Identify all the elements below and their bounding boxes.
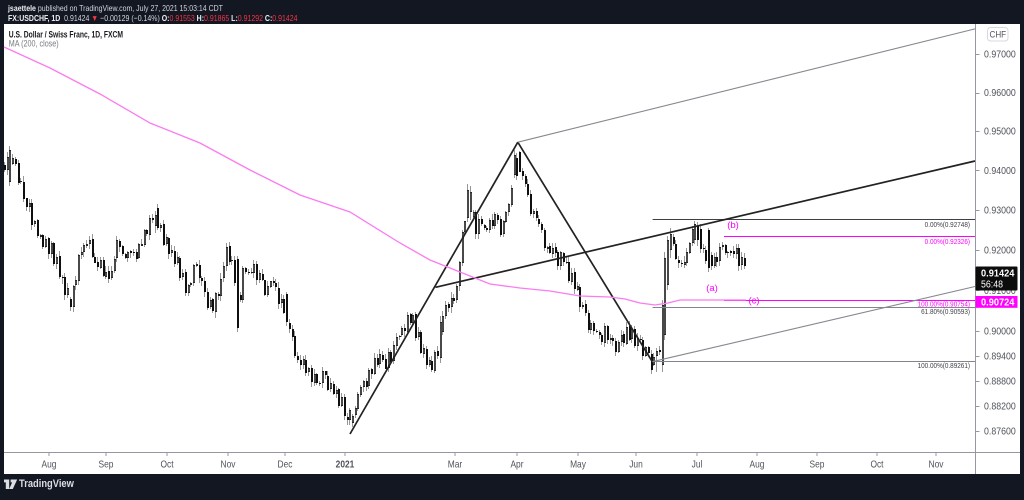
svg-text:(b): (b): [727, 220, 739, 231]
svg-text:Mar: Mar: [448, 459, 462, 470]
svg-text:2021: 2021: [336, 459, 355, 470]
svg-text:0.93000: 0.93000: [984, 204, 1016, 216]
svg-text:0.00%(0.92326): 0.00%(0.92326): [925, 239, 970, 247]
svg-text:100.00%(0.89261): 100.00%(0.89261): [918, 363, 970, 371]
svg-text:0.00%(0.92748): 0.00%(0.92748): [925, 222, 970, 230]
svg-text:Aug: Aug: [42, 459, 57, 470]
svg-text:0.94000: 0.94000: [984, 164, 1016, 176]
svg-text:May: May: [570, 459, 586, 470]
svg-text:61.80%(0.90593): 61.80%(0.90593): [921, 309, 970, 317]
svg-text:(c): (c): [748, 296, 759, 307]
svg-text:0.88200: 0.88200: [984, 400, 1016, 412]
svg-text:0.92000: 0.92000: [984, 244, 1016, 256]
svg-text:56:48: 56:48: [981, 278, 1003, 290]
svg-text:U.S. Dollar / Swiss Franc, 1D,: U.S. Dollar / Swiss Franc, 1D, FXCM: [9, 30, 123, 40]
svg-text:(a): (a): [706, 283, 718, 294]
svg-text:Nov: Nov: [929, 459, 944, 470]
svg-text:0.88800: 0.88800: [984, 375, 1016, 387]
svg-text:0.97000: 0.97000: [984, 48, 1016, 60]
svg-text:CHF: CHF: [989, 29, 1006, 40]
svg-text:MA (200, close): MA (200, close): [9, 39, 59, 49]
svg-text:0.91424: 0.91424: [981, 268, 1015, 280]
svg-text:Aug: Aug: [750, 459, 765, 470]
svg-text:Jul: Jul: [692, 459, 703, 470]
svg-text:Oct: Oct: [160, 459, 173, 470]
svg-text:Oct: Oct: [870, 459, 883, 470]
svg-text:0.90000: 0.90000: [984, 325, 1016, 337]
svg-text:0.87600: 0.87600: [984, 425, 1016, 437]
svg-text:Sep: Sep: [810, 459, 825, 470]
svg-text:0.95000: 0.95000: [984, 125, 1016, 137]
svg-text:0.90724: 0.90724: [981, 297, 1015, 309]
svg-text:0.96000: 0.96000: [984, 86, 1016, 98]
svg-text:Dec: Dec: [278, 459, 293, 470]
svg-text:Nov: Nov: [221, 459, 236, 470]
svg-text:0.89400: 0.89400: [984, 350, 1016, 362]
svg-text:100.00%(0.90754): 100.00%(0.90754): [918, 301, 970, 309]
svg-text:Jun: Jun: [629, 459, 643, 470]
svg-text:Apr: Apr: [510, 459, 523, 470]
svg-text:Sep: Sep: [99, 459, 114, 470]
